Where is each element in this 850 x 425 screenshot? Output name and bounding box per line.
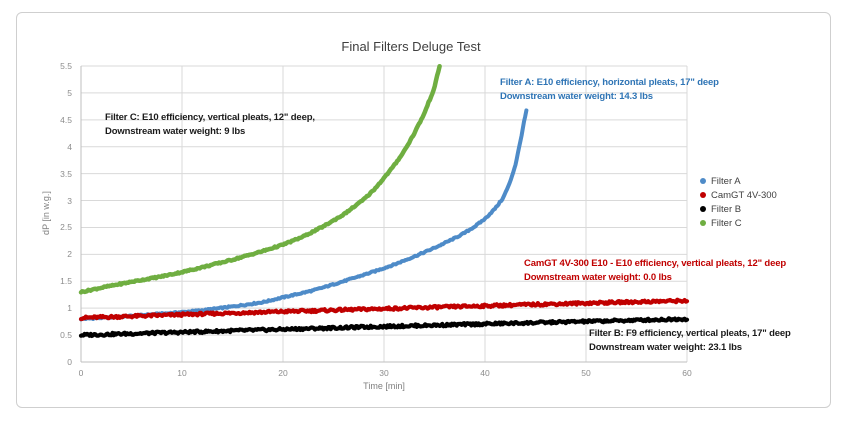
y-tick-label: 0 — [67, 357, 72, 367]
legend-item-filter-c: Filter C — [700, 216, 777, 230]
annotation-camgt: CamGT 4V-300 E10 - E10 efficiency, verti… — [524, 257, 786, 285]
x-tick-label: 10 — [177, 368, 187, 378]
y-axis-label: dP [in w.g.] — [41, 191, 51, 235]
y-tick-label: 3.5 — [60, 168, 72, 179]
camgt-marker-icon — [700, 192, 706, 198]
legend-item-filter-a: Filter A — [700, 174, 777, 188]
annotation-line: Downstream water weight: 0.0 lbs — [524, 272, 672, 283]
legend-item-camgt: CamGT 4V-300 — [700, 188, 777, 202]
annotation-line: Filter B: F9 efficiency, vertical pleats… — [589, 328, 791, 339]
y-tick-label: 2 — [67, 249, 72, 260]
y-tick-label: 4 — [67, 141, 72, 152]
x-tick-label: 20 — [278, 368, 288, 378]
annotation-line: Downstream water weight: 14.3 lbs — [500, 91, 653, 102]
y-tick-label: 1.5 — [60, 276, 72, 287]
y-tick-label: 0.5 — [60, 330, 72, 341]
y-tick-label: 3 — [67, 195, 72, 206]
filter-a-marker-icon — [700, 178, 706, 184]
y-tick-label: 2.5 — [60, 222, 72, 233]
legend-label: CamGT 4V-300 — [711, 189, 777, 201]
x-axis-label: Time [min] — [363, 381, 405, 391]
y-tick-label: 4.5 — [60, 114, 72, 125]
filter-b-marker-icon — [700, 206, 706, 212]
annotation-line: CamGT 4V-300 E10 - E10 efficiency, verti… — [524, 258, 786, 269]
series-2 — [78, 316, 690, 338]
annotation-filter-c: Filter C: E10 efficiency, vertical pleat… — [105, 111, 315, 139]
legend-label: Filter B — [711, 203, 742, 215]
plot-area — [78, 63, 690, 363]
series-1 — [78, 297, 690, 322]
y-tick-label: 5.5 — [60, 61, 72, 71]
annotation-filter-a: Filter A: E10 efficiency, horizontal ple… — [500, 76, 719, 104]
annotation-line: Downstream water weight: 23.1 lbs — [589, 342, 742, 353]
x-tick-label: 50 — [581, 368, 591, 378]
annotation-line: Downstream water weight: 9 lbs — [105, 126, 246, 137]
series-0 — [79, 108, 529, 322]
annotation-line: Filter C: E10 efficiency, vertical pleat… — [105, 112, 315, 123]
series-3 — [78, 63, 442, 295]
legend: Filter A CamGT 4V-300 Filter B Filter C — [700, 174, 777, 230]
y-tick-label: 1 — [67, 303, 72, 314]
annotation-line: Filter A: E10 efficiency, horizontal ple… — [500, 77, 719, 88]
legend-label: Filter A — [711, 175, 741, 187]
y-tick-label: 5 — [67, 87, 72, 98]
x-tick-label: 40 — [480, 368, 490, 378]
legend-item-filter-b: Filter B — [700, 202, 777, 216]
filter-c-marker-icon — [700, 220, 706, 226]
x-tick-label: 30 — [379, 368, 389, 378]
annotation-filter-b: Filter B: F9 efficiency, vertical pleats… — [589, 327, 791, 355]
chart-title: Final Filters Deluge Test — [341, 39, 481, 54]
x-tick-label: 60 — [682, 368, 692, 378]
chart-frame — [16, 12, 831, 408]
x-tick-label: 0 — [78, 368, 84, 378]
legend-label: Filter C — [711, 217, 742, 229]
